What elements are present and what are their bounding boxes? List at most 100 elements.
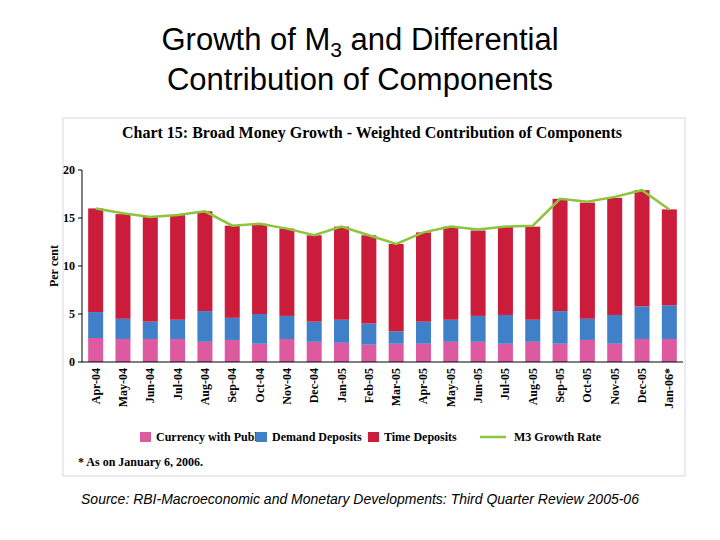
bar-segment bbox=[443, 227, 458, 320]
bar-segment bbox=[225, 226, 240, 318]
x-tick-label: May-04 bbox=[116, 368, 130, 407]
y-tick-label: 0 bbox=[69, 355, 75, 369]
x-axis bbox=[82, 362, 683, 363]
bar-segment bbox=[607, 315, 622, 344]
x-tick-label: Nov-04 bbox=[280, 368, 294, 405]
line-series bbox=[96, 190, 670, 244]
legend-label: Demand Deposits bbox=[272, 430, 362, 444]
x-tick-label: Dec-04 bbox=[307, 368, 321, 403]
bar-segment bbox=[361, 345, 376, 362]
bar-segment bbox=[662, 339, 677, 362]
bar-segment bbox=[635, 339, 650, 362]
x-tick-label: Apr-05 bbox=[416, 368, 430, 404]
bar-segment bbox=[88, 208, 103, 312]
y-axis-label: Per cent bbox=[47, 245, 61, 287]
bar-segment bbox=[279, 316, 294, 339]
bar-segment bbox=[389, 244, 404, 331]
y-tick-label: 15 bbox=[63, 211, 75, 225]
plot-marks bbox=[88, 190, 677, 362]
x-tick-label: Mar-05 bbox=[389, 368, 403, 406]
title-part: and Differential bbox=[342, 22, 559, 57]
bar-segment bbox=[471, 342, 486, 362]
slide-title: Growth of M3 and Differential bbox=[161, 22, 558, 61]
x-tick-label: Jul-04 bbox=[171, 368, 185, 400]
x-tick-label: Oct-04 bbox=[253, 368, 267, 403]
y-tick-label: 20 bbox=[63, 163, 75, 177]
bar-segment bbox=[197, 211, 212, 311]
y-tick bbox=[78, 314, 82, 315]
bar-segment bbox=[662, 305, 677, 339]
bar-segment bbox=[498, 344, 513, 362]
bar-segment bbox=[635, 190, 650, 306]
bar-segment bbox=[498, 227, 513, 315]
y-tick bbox=[78, 362, 82, 363]
bar-segment bbox=[279, 339, 294, 362]
legend-swatch bbox=[140, 432, 151, 442]
bar-segment bbox=[471, 230, 486, 315]
y-tick bbox=[78, 266, 82, 267]
bar-segment bbox=[143, 339, 158, 362]
x-tick-label: Jun-05 bbox=[471, 368, 485, 403]
y-tick bbox=[78, 170, 82, 171]
bar-segment bbox=[607, 198, 622, 315]
bar-segment bbox=[143, 217, 158, 322]
x-tick-label: Dec-05 bbox=[635, 368, 649, 403]
x-tick-label: Jun-04 bbox=[143, 368, 157, 403]
x-tick-label: Jul-05 bbox=[498, 368, 512, 400]
chart-panel bbox=[63, 118, 685, 476]
bar-segment bbox=[115, 339, 130, 362]
bar-segment bbox=[416, 344, 431, 362]
bar-segment bbox=[197, 311, 212, 342]
bar-segment bbox=[443, 342, 458, 362]
x-tick-label: Jan-05 bbox=[335, 368, 349, 403]
x-tick-label: Aug-04 bbox=[198, 368, 212, 405]
bar-segment bbox=[307, 322, 322, 342]
bar-segment bbox=[361, 324, 376, 345]
bar-segment bbox=[115, 319, 130, 339]
chart-title: Chart 15: Broad Money Growth - Weighted … bbox=[122, 124, 622, 142]
legend-swatch bbox=[368, 432, 379, 442]
title-part: Growth of M bbox=[161, 22, 330, 57]
bar-segment bbox=[580, 340, 595, 362]
bar-segment bbox=[416, 322, 431, 344]
x-tick-label: May-05 bbox=[444, 368, 458, 407]
bar-segment bbox=[307, 235, 322, 321]
bar-segment bbox=[525, 227, 540, 320]
bar-segment bbox=[252, 344, 267, 362]
legend-label: Time Deposits bbox=[384, 430, 457, 444]
bar-segment bbox=[88, 312, 103, 338]
bar-segment bbox=[607, 344, 622, 362]
y-tick-label: 5 bbox=[69, 307, 75, 321]
bar-segment bbox=[361, 235, 376, 323]
source: Source: RBI-Macroeconomic and Monetary D… bbox=[81, 491, 639, 507]
bar-segment bbox=[580, 319, 595, 340]
y-tick-label: 10 bbox=[63, 259, 75, 273]
bar-segment bbox=[252, 314, 267, 344]
x-tick-label: Apr-04 bbox=[89, 368, 103, 404]
x-tick-label: Feb-05 bbox=[362, 368, 376, 403]
bar-segment bbox=[443, 320, 458, 342]
x-tick-label: Sep-05 bbox=[553, 368, 567, 403]
bar-segment bbox=[252, 224, 267, 314]
bar-segment bbox=[279, 229, 294, 316]
title-subscript: 3 bbox=[330, 38, 342, 61]
bar-segment bbox=[662, 209, 677, 305]
bar-segment bbox=[553, 199, 568, 311]
legend-swatch bbox=[256, 432, 267, 442]
bar-segment bbox=[170, 320, 185, 339]
x-tick-label: Nov-05 bbox=[608, 368, 622, 405]
y-tick bbox=[78, 218, 82, 219]
bar-segment bbox=[170, 339, 185, 362]
bar-segment bbox=[334, 227, 349, 320]
bar-segment bbox=[225, 340, 240, 362]
footnote: * As on January 6, 2006. bbox=[78, 455, 203, 469]
y-axis bbox=[82, 170, 83, 362]
bar-segment bbox=[389, 331, 404, 343]
bar-segment bbox=[143, 322, 158, 339]
bar-segment bbox=[115, 214, 130, 319]
bar-segment bbox=[498, 315, 513, 344]
bar-segment bbox=[225, 318, 240, 340]
bar-segment bbox=[525, 320, 540, 342]
bar-segment bbox=[416, 232, 431, 321]
bar-segment bbox=[197, 342, 212, 362]
